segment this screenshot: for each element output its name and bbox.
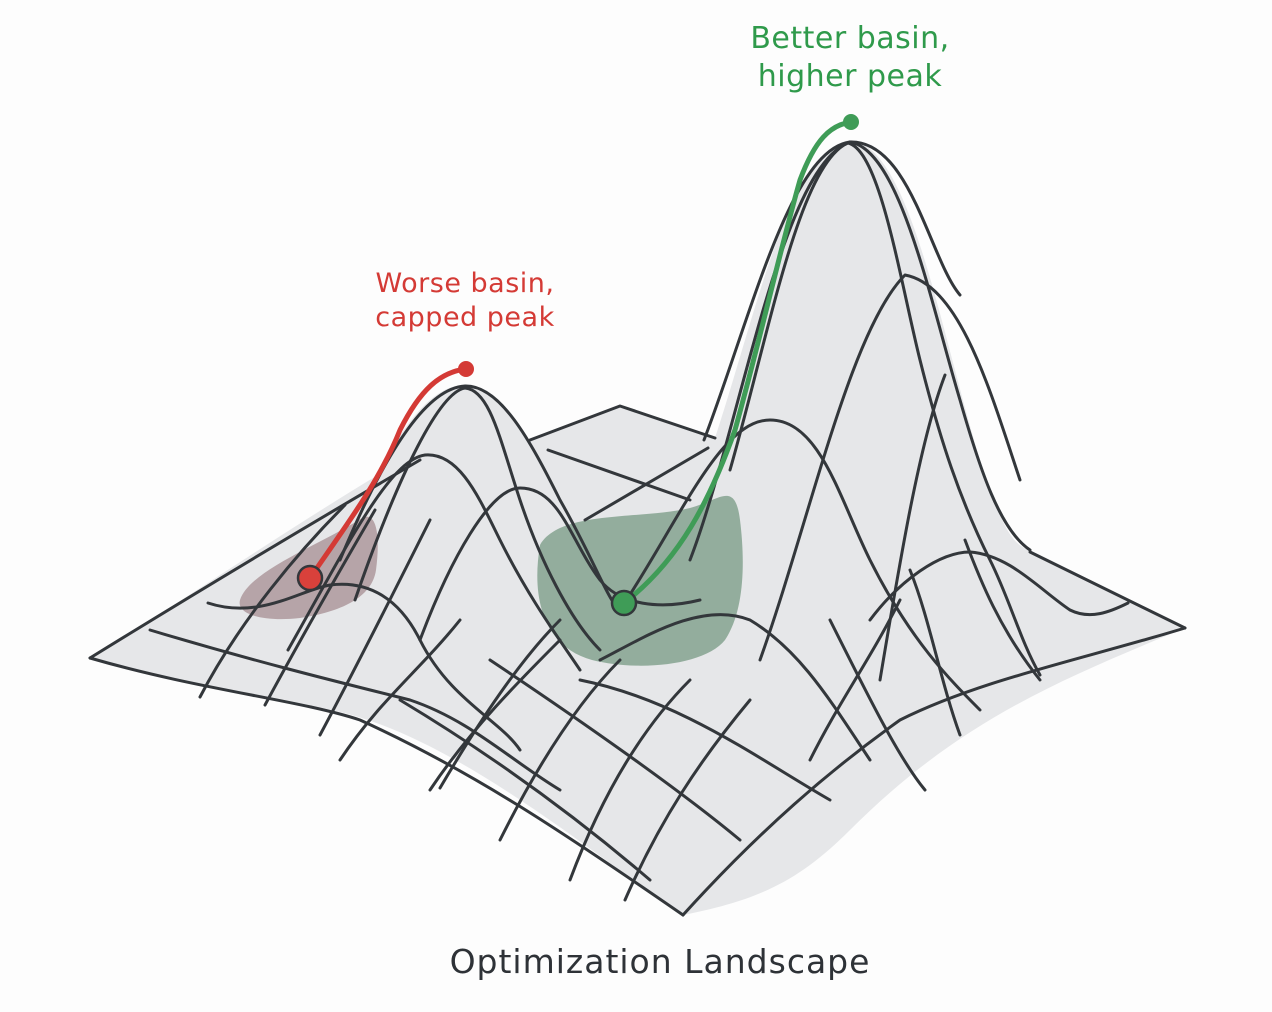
cross-line-3	[198, 503, 347, 699]
cross-line-1	[206, 582, 522, 752]
front-grid-2	[428, 638, 562, 792]
front-grid-6	[398, 698, 652, 882]
front-grid-9	[828, 618, 927, 792]
left-peak-ridge-3	[286, 453, 582, 672]
cross-line-6	[438, 618, 562, 790]
worse-basin-annotation: Worse basin, capped peak	[355, 267, 575, 335]
front-grid-1	[338, 618, 462, 762]
left-peak-fill	[340, 385, 580, 630]
boundary-right-edge	[1028, 550, 1187, 630]
right-peak-ridge-5	[878, 373, 947, 682]
boundary-bottom-right-edge	[681, 626, 1187, 917]
better-path	[621, 119, 854, 606]
back-grid-line-1	[546, 448, 692, 502]
better-basin-annotation: Better basin, higher peak	[730, 20, 970, 95]
cross-line-5	[318, 518, 432, 737]
worse-peak-end-dot	[458, 361, 474, 377]
worse-path	[307, 366, 469, 581]
left-peak-ridge-1	[338, 384, 627, 614]
front-grid-12	[963, 538, 1042, 682]
right-bump-ridge	[868, 550, 1130, 622]
cross-line-4	[263, 508, 377, 707]
diagram-title: Optimization Landscape	[449, 942, 871, 981]
right-peak-ridge-1	[702, 140, 962, 442]
better-annotation-line-2: higher peak	[757, 58, 943, 94]
middle-ridge-1	[618, 418, 982, 712]
front-grid-4	[568, 678, 692, 882]
better-annotation-line-1: Better basin,	[750, 21, 950, 56]
cross-line-2	[148, 628, 562, 792]
middle-ridge-2	[598, 613, 872, 762]
right-peak-ridge-2	[728, 140, 1032, 552]
front-grid-3	[498, 658, 622, 842]
right-peak-ridge-3	[688, 141, 1042, 677]
front-grid-11	[908, 568, 962, 737]
worse-basin-start-dot	[296, 564, 324, 592]
better-peak-end-dot	[843, 114, 859, 130]
right-peak-ridge-4	[758, 273, 1022, 662]
worse-annotation-line-2: capped peak	[375, 301, 555, 333]
front-grid-7	[488, 658, 742, 842]
better-basin-start-dot	[610, 589, 638, 617]
back-grid-line-2	[583, 446, 710, 522]
front-grid-10	[808, 598, 902, 762]
boundary-back-left	[528, 404, 717, 442]
front-grid-8	[578, 678, 832, 802]
worse-annotation-line-1: Worse basin,	[375, 268, 555, 299]
surface-grid	[88, 140, 1187, 917]
